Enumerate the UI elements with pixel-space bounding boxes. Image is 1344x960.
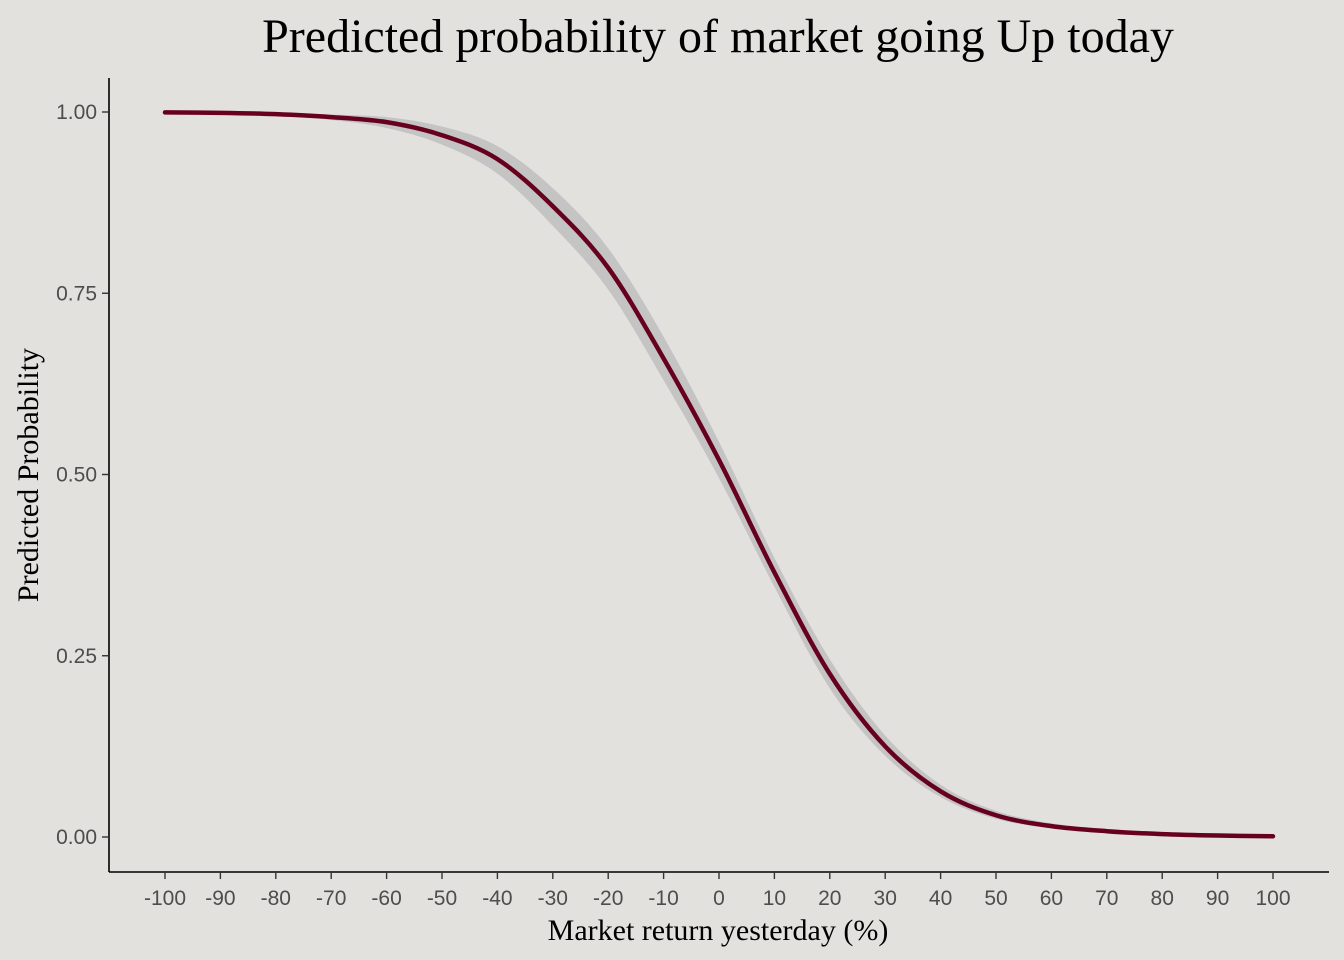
x-tick-label: -30 [538, 887, 568, 910]
x-tick-label: -50 [427, 887, 457, 910]
y-axis-ticks: 0.00 0.25 0.50 0.75 1.00 [56, 101, 109, 849]
x-axis-ticks: -100 -90 -80 -70 -60 -50 -40 -30 -20 -10 0 10 20 30 40… [144, 872, 1291, 910]
confidence-band [165, 112, 1273, 837]
x-tick-label: -20 [593, 887, 623, 910]
y-tick-label: 0.50 [56, 464, 97, 487]
x-tick-label: 50 [984, 887, 1007, 910]
x-tick-label: 0 [713, 887, 725, 910]
x-tick-label: -10 [648, 887, 678, 910]
x-tick-label: 30 [874, 887, 897, 910]
x-tick-label: 70 [1095, 887, 1118, 910]
x-tick-label: 10 [763, 887, 786, 910]
y-tick-label: 0.75 [56, 282, 97, 305]
x-tick-label: 60 [1040, 887, 1063, 910]
x-tick-label: -100 [144, 887, 186, 910]
x-tick-label: 100 [1255, 887, 1290, 910]
y-tick-label: 1.00 [56, 101, 97, 124]
x-axis-title: Market return yesterday (%) [548, 914, 889, 947]
x-tick-label: -70 [316, 887, 346, 910]
plot-area [162, 110, 1276, 839]
x-tick-label: -90 [205, 887, 235, 910]
x-tick-label: -80 [261, 887, 291, 910]
x-tick-label: 90 [1206, 887, 1229, 910]
x-tick-label: 80 [1151, 887, 1174, 910]
x-tick-label: -60 [371, 887, 401, 910]
y-tick-label: 0.00 [56, 826, 97, 849]
x-tick-label: 40 [929, 887, 952, 910]
chart-title: Predicted probability of market going Up… [262, 10, 1174, 63]
probability-curve [162, 110, 1276, 839]
y-axis-title: Predicted Probability [12, 348, 45, 602]
x-tick-label: -40 [482, 887, 512, 910]
x-tick-label: 20 [818, 887, 841, 910]
y-tick-label: 0.25 [56, 645, 97, 668]
